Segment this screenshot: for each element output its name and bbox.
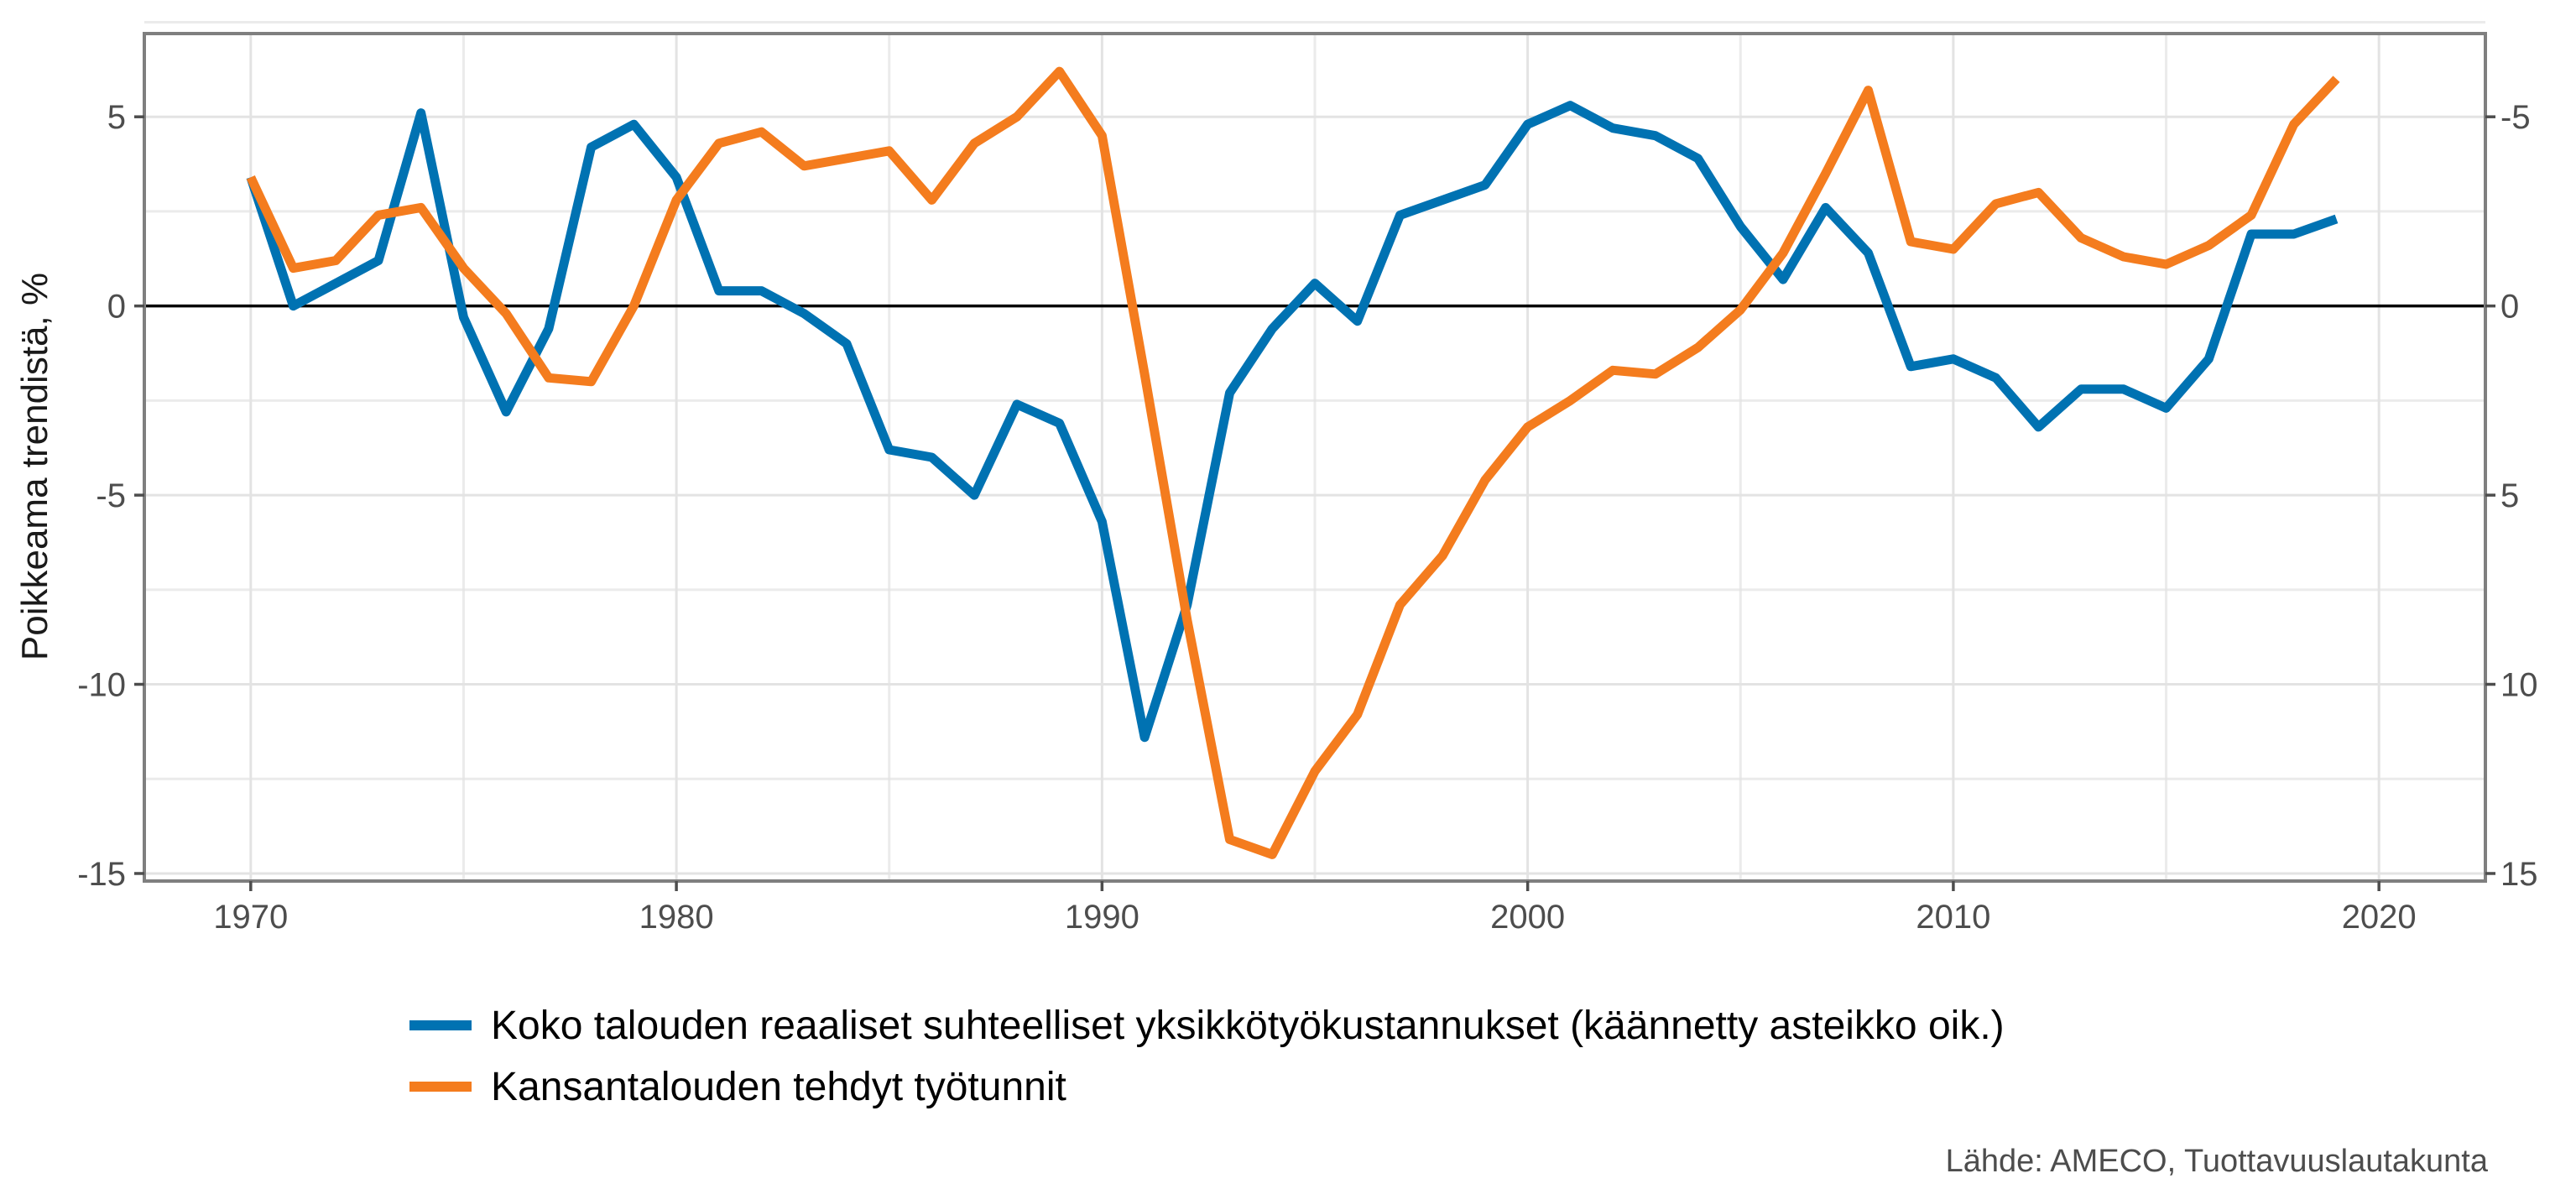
legend-label-series-1: Koko talouden reaaliset suhteelliset yks… (491, 1004, 2005, 1048)
series-line-1 (246, 101, 2339, 743)
y-tick-label: -10 (77, 667, 126, 704)
x-tick-label: 2000 (1490, 899, 1565, 936)
series-line-2 (246, 66, 2340, 859)
y-tick-label: 0 (107, 289, 126, 326)
source-caption: Lähde: AMECO, Tuottavuuslautakunta (1946, 1144, 2489, 1179)
axis-layer: 1970 1980 1990 2000 2010 2020 5 0 -5 -10 -15 -5 0 5 10… (77, 99, 2537, 936)
x-tick-label: 2010 (1916, 899, 1990, 936)
grid-lines (144, 20, 2485, 881)
x-tick-label: 1980 (639, 899, 714, 936)
y2-tick-label: 10 (2500, 667, 2538, 704)
legend: Koko talouden reaaliset suhteelliset yks… (409, 1004, 2005, 1109)
series-layer (246, 66, 2340, 859)
legend-label-series-2: Kansantalouden tehdyt työtunnit (491, 1065, 1066, 1109)
plot-frame (143, 32, 2487, 883)
plot-frame-layer (143, 32, 2487, 883)
y2-tick-label: -5 (2500, 99, 2531, 136)
x-tick-label: 1970 (213, 899, 288, 936)
x-tick-label: 1990 (1065, 899, 1139, 936)
y-tick-label: -5 (96, 477, 126, 514)
y-tick-label: -15 (77, 856, 126, 893)
x-tick-label: 2020 (2342, 899, 2417, 936)
y2-tick-label: 15 (2500, 856, 2538, 893)
y2-tick-label: 5 (2500, 477, 2519, 514)
y-tick-label: 5 (107, 99, 126, 136)
y2-tick-label: 0 (2500, 289, 2519, 326)
y-axis-title: Poikkeama trendistä, % (14, 273, 55, 660)
